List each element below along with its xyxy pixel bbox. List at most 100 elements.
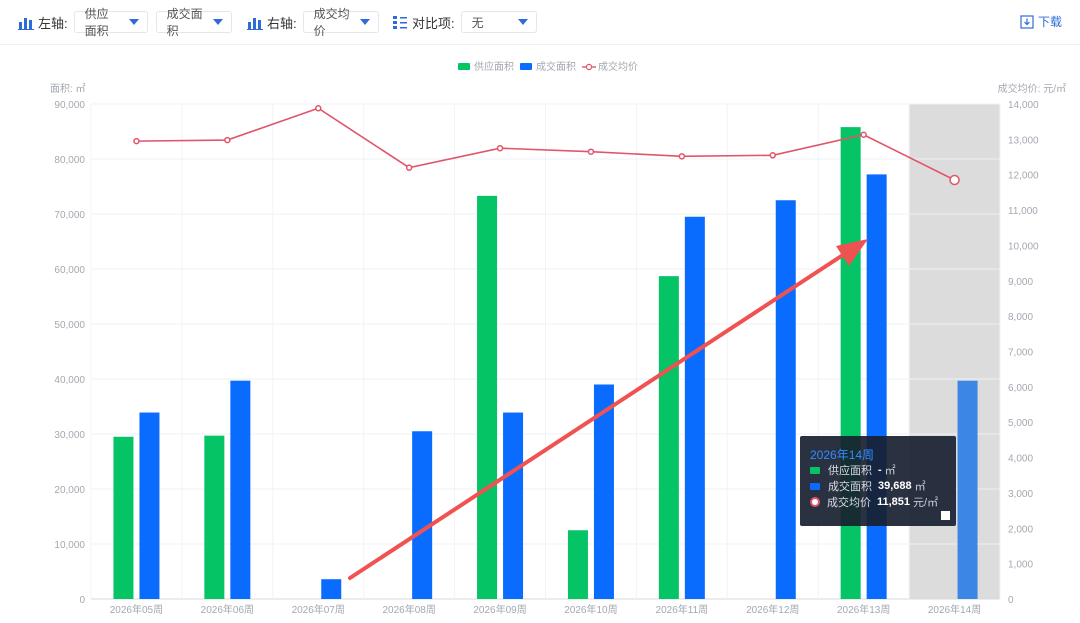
price-marker — [810, 497, 820, 507]
x-tick-label: 2026年07周 — [292, 603, 345, 616]
y-left-tick-label: 40,000 — [54, 375, 85, 386]
deal-area-bar — [866, 174, 887, 599]
y-right-tick-label: 2,000 — [1008, 524, 1033, 535]
price-point — [405, 164, 413, 171]
y-right-tick-label: 0 — [1008, 595, 1014, 606]
supply-area-bar — [477, 195, 498, 599]
deal-area-bar — [321, 579, 342, 599]
y-right-tick-label: 12,000 — [1008, 171, 1039, 182]
y-left-tick-label: 20,000 — [54, 485, 85, 496]
y-left-tick-label: 30,000 — [54, 430, 85, 441]
download-label: 下载 — [1037, 15, 1062, 29]
y-right-tick-label: 8,000 — [1008, 312, 1033, 323]
x-tick-label: 2026年12周 — [746, 603, 799, 616]
price-point — [496, 144, 504, 152]
price-point — [769, 152, 776, 159]
annotation-arrow-head — [836, 239, 868, 266]
x-tick-label: 2026年05周 — [110, 603, 163, 616]
y-left-tick-label: 10,000 — [54, 540, 85, 551]
price-point — [133, 137, 140, 145]
price-point — [315, 104, 322, 112]
tooltip-row-unit: 元/㎡ — [913, 497, 939, 509]
x-tick-label: 2026年13周 — [837, 603, 890, 616]
y-right-tick-label: 1,000 — [1008, 560, 1033, 571]
x-tick-label: 2026年08周 — [382, 603, 435, 616]
tooltip-row-price: 成交均价 11,851 元/㎡ — [810, 495, 938, 509]
x-tick-label: 2026年06周 — [201, 603, 254, 616]
tooltip-row-name: 成交面积 — [828, 481, 872, 493]
x-tick-label: 2026年09周 — [473, 603, 526, 616]
download-button[interactable]: 下载 — [1020, 13, 1062, 30]
y-right-tick-label: 5,000 — [1008, 418, 1033, 429]
deal-area-bar — [412, 431, 433, 599]
legend-label: 成交面积 — [536, 60, 576, 73]
legend-swatch — [520, 63, 532, 70]
tooltip-row-name: 成交均价 — [827, 497, 871, 509]
supply-area-bar — [204, 435, 225, 599]
legend-label: 供应面积 — [474, 60, 514, 73]
left-axis-select-deal-value: 成交面积 — [166, 7, 203, 38]
tooltip-row-supply: 供应面积 - ㎡ — [810, 463, 896, 477]
tooltip-pin-icon — [941, 511, 950, 520]
y-right-tick-label: 7,000 — [1008, 348, 1033, 359]
y-left-tick-label: 70,000 — [54, 210, 85, 221]
x-tick-label: 2026年10周 — [564, 603, 617, 616]
y-right-axis-title: 成交均价: 元/㎡ — [998, 82, 1066, 95]
bar-chart-icon — [247, 18, 263, 30]
deal-area-bar — [684, 216, 705, 599]
deal-swatch — [810, 482, 820, 490]
y-right-tick-label: 13,000 — [1008, 135, 1039, 146]
supply-area-bar — [840, 127, 861, 599]
supply-area-bar — [113, 436, 134, 599]
tooltip-row-unit: ㎡ — [914, 481, 926, 493]
tooltip-row-value: 11,851 — [877, 496, 911, 508]
compare-group: 对比项: 无 — [392, 10, 545, 34]
compare-icon — [393, 16, 407, 29]
right-axis-group: 右轴: 成交均价 — [247, 7, 387, 38]
tooltip-row-unit: ㎡ — [884, 465, 896, 477]
compare-select[interactable]: 无 — [460, 11, 537, 33]
chevron-down-icon — [212, 19, 223, 25]
x-tick-label: 2026年11周 — [656, 603, 709, 616]
left-axis-label: 左轴: — [38, 15, 68, 31]
chart-tooltip: 2026年14周 供应面积 - ㎡ 成交面积 39,688 ㎡ 成交均价 11,… — [800, 436, 956, 526]
deal-area-bar — [957, 380, 978, 599]
supply-swatch — [810, 466, 820, 474]
chevron-down-icon — [517, 19, 528, 25]
y-right-tick-label: 9,000 — [1008, 277, 1033, 288]
left-axis-select-supply[interactable]: 供应面积 — [73, 7, 148, 38]
compare-select-value: 无 — [471, 15, 484, 30]
tooltip-title: 2026年14周 — [810, 448, 875, 462]
y-right-tick-label: 14,000 — [1008, 100, 1039, 111]
y-left-tick-label: 50,000 — [54, 320, 85, 331]
tooltip-row-value: - — [878, 464, 882, 476]
left-axis-select-deal[interactable]: 成交面积 — [155, 7, 232, 38]
deal-area-bar — [503, 412, 524, 599]
legend-swatch — [458, 63, 470, 70]
tooltip-row-deal: 成交面积 39,688 ㎡ — [810, 479, 926, 493]
right-axis-select[interactable]: 成交均价 — [302, 7, 379, 38]
tooltip-row-name: 供应面积 — [828, 465, 872, 477]
tooltip-row-value: 39,688 — [878, 480, 912, 492]
chart-toolbar: 左轴: 供应面积 成交面积 右轴: 成交均价 — [0, 0, 1080, 45]
price-point — [587, 148, 595, 155]
legend-swatch — [585, 63, 593, 71]
y-right-tick-label: 4,000 — [1008, 454, 1033, 465]
download-icon — [1020, 14, 1034, 29]
y-left-tick-label: 80,000 — [54, 155, 85, 166]
chevron-down-icon — [128, 19, 139, 25]
price-line — [136, 107, 955, 181]
y-right-tick-label: 10,000 — [1008, 241, 1039, 252]
y-left-tick-label: 60,000 — [54, 265, 85, 276]
legend-label: 成交均价 — [598, 60, 638, 73]
price-point — [949, 174, 960, 186]
y-left-tick-label: 0 — [79, 595, 85, 606]
deal-area-bar — [593, 384, 614, 599]
y-right-tick-label: 11,000 — [1008, 206, 1038, 217]
left-axis-select-supply-value: 供应面积 — [84, 7, 109, 38]
left-axis-group: 左轴: 供应面积 成交面积 — [18, 7, 240, 38]
price-point — [678, 153, 686, 160]
bar-chart-icon — [18, 18, 34, 30]
deal-area-bar — [775, 200, 796, 599]
y-right-tick-label: 3,000 — [1008, 489, 1033, 500]
